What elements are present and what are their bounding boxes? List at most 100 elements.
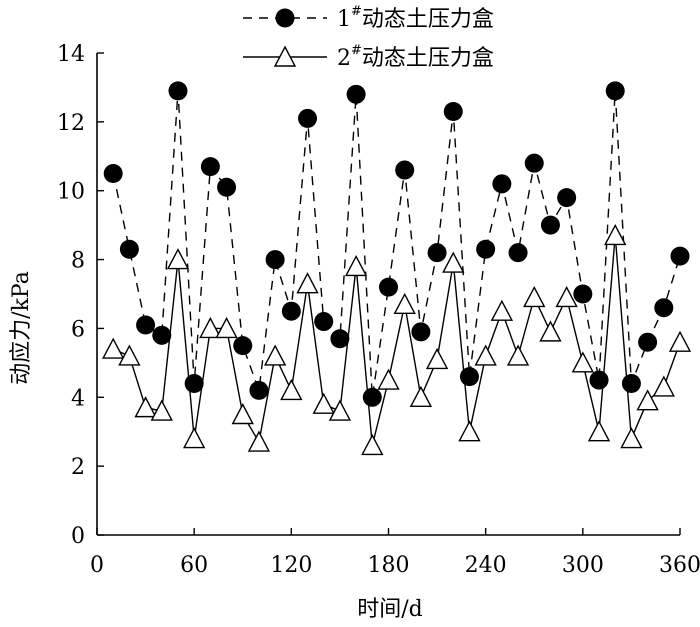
x-tick-label: 180 — [368, 553, 410, 578]
series-2-point — [166, 248, 190, 270]
y-tick-label: 2 — [71, 455, 85, 480]
series-1-point — [638, 332, 658, 352]
series-1-point — [314, 312, 334, 332]
series-2-line — [112, 235, 681, 446]
series-1-point — [621, 374, 641, 394]
y-tick-label: 10 — [57, 180, 85, 205]
series-1-point — [119, 239, 139, 259]
series-2-point — [102, 337, 125, 359]
series-1-point — [411, 322, 431, 342]
series-2-point — [620, 427, 643, 449]
series-2-point — [636, 389, 659, 411]
legend-marker-2 — [273, 45, 297, 67]
series-1-point — [670, 246, 690, 266]
series-2-point — [539, 320, 562, 342]
series-1-point — [524, 153, 544, 173]
series-2-point — [604, 223, 627, 246]
series-1-point — [476, 239, 496, 259]
series-1-point — [233, 336, 253, 356]
y-tick-label: 12 — [57, 111, 85, 136]
series-2-point — [523, 285, 546, 308]
series-2-point — [296, 272, 319, 294]
y-tick-label: 8 — [71, 249, 85, 274]
y-tick-label: 0 — [71, 524, 85, 549]
series-2-point — [393, 292, 416, 315]
series-1-point — [459, 367, 479, 387]
legend-marker-1 — [275, 8, 295, 28]
series-2-point — [344, 254, 368, 277]
series-2-point — [280, 378, 303, 401]
series-2-point — [668, 330, 692, 352]
series-2-point — [199, 316, 222, 339]
series-2-point — [183, 427, 206, 449]
series-1-point — [330, 329, 350, 349]
series-1-point — [492, 174, 512, 194]
series-1-point — [152, 325, 172, 345]
series-1-point — [427, 243, 447, 263]
series-2-point — [587, 420, 611, 442]
series-1-point — [168, 81, 188, 101]
series-1-point — [184, 374, 204, 394]
series-2-point — [425, 347, 449, 370]
series-1-point — [573, 284, 593, 304]
legend-label-1: 1#动态土压力盒 — [337, 4, 494, 32]
series-2-point — [231, 402, 254, 425]
series-1-line — [112, 90, 681, 398]
series-2-point — [458, 420, 481, 442]
series-2-point — [571, 351, 594, 373]
x-tick-label: 0 — [90, 553, 104, 578]
x-tick-label: 120 — [270, 553, 312, 578]
series-1-point — [200, 157, 220, 177]
legend-item-2: 2#动态土压力盒 — [243, 43, 494, 71]
series-2-point — [490, 299, 514, 321]
series-2-point — [506, 344, 530, 366]
y-tick-label: 14 — [57, 42, 85, 67]
series-1-point — [605, 81, 625, 101]
series-2-point — [555, 285, 578, 308]
x-tick-label: 60 — [180, 553, 208, 578]
series-1-point — [281, 301, 301, 321]
series-2-point — [312, 392, 335, 414]
series-1-point — [217, 177, 237, 197]
series-2-point — [263, 344, 287, 366]
series-2-point — [247, 430, 271, 452]
series-1-point — [379, 277, 398, 297]
x-tick-label: 360 — [659, 553, 700, 578]
series-1-point — [298, 108, 318, 128]
series-2-point — [377, 368, 400, 390]
series-2-point — [215, 316, 238, 339]
series-1-point — [540, 215, 560, 235]
series-2-point — [134, 396, 157, 418]
legend-item-1: 1#动态土压力盒 — [243, 4, 494, 32]
series-2-point — [328, 399, 352, 421]
y-axis-label: 动应力/kPa — [9, 271, 34, 385]
series-1-point — [249, 380, 269, 400]
x-axis-label: 时间/d — [357, 597, 423, 622]
series-1-point — [136, 315, 156, 335]
y-tick-label: 4 — [71, 386, 85, 411]
series-1-point — [508, 243, 528, 263]
series-2-point — [150, 399, 173, 421]
series-2-point — [652, 375, 675, 397]
series-layer — [102, 81, 692, 456]
series-1-point — [443, 102, 463, 122]
legend: 1#动态土压力盒 2#动态土压力盒 — [243, 4, 494, 71]
series-1-point — [103, 164, 123, 183]
series-2-point — [361, 433, 384, 456]
series-1-point — [265, 250, 285, 270]
axes: 0 60 120 180 240 300 360 0 2 4 6 8 10 12 14 — [57, 42, 700, 578]
series-1-point — [395, 160, 415, 180]
series-1-point — [654, 298, 674, 318]
legend-label-2: 2#动态土压力盒 — [337, 43, 494, 71]
series-2-point — [442, 251, 465, 273]
series-1-point — [557, 188, 577, 208]
x-tick-label: 300 — [562, 553, 604, 578]
series-1-point — [362, 387, 382, 407]
x-tick-label: 240 — [465, 553, 507, 578]
series-1-point — [589, 370, 609, 390]
y-tick-label: 6 — [71, 317, 85, 342]
series-2-point — [118, 344, 141, 366]
series-2-point — [409, 385, 433, 407]
series-2-point — [474, 344, 497, 366]
